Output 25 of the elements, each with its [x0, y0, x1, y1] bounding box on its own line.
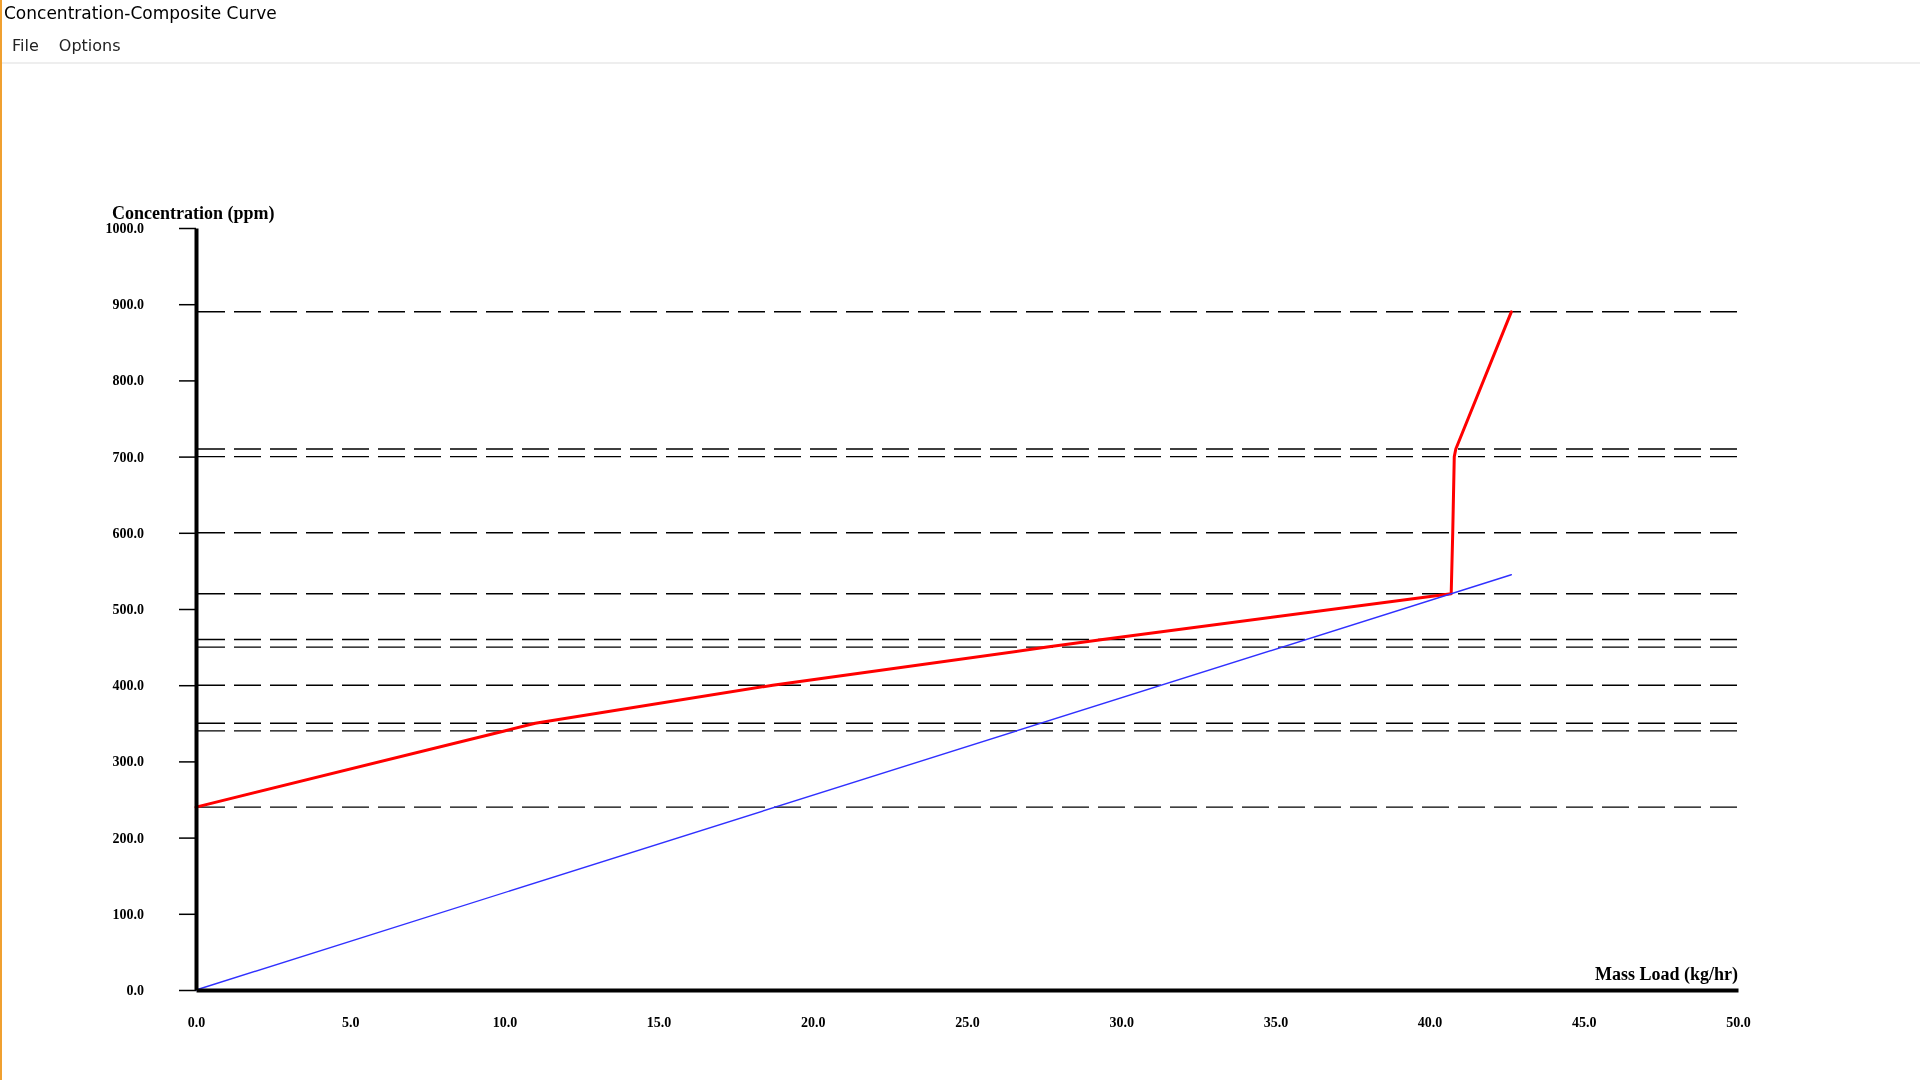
y-tick-label: 900.0 — [112, 297, 144, 313]
y-tick-label: 700.0 — [112, 449, 144, 465]
x-tick-label: 25.0 — [955, 1014, 980, 1030]
y-tick-label: 300.0 — [112, 754, 144, 770]
x-tick-label: 20.0 — [801, 1014, 826, 1030]
y-tick-label: 800.0 — [112, 373, 144, 389]
y-tick-label: 100.0 — [112, 906, 144, 922]
x-tick-label: 15.0 — [646, 1014, 672, 1030]
x-tick-label: 5.0 — [341, 1014, 360, 1030]
x-tick-label: 10.0 — [492, 1014, 518, 1030]
x-axis-title: Mass Load (kg/hr) — [1594, 964, 1739, 985]
text: File — [12, 36, 39, 55]
chart-title: Concentration-Composite Curve — [4, 3, 277, 23]
x-tick-label: 50.0 — [1726, 1014, 1751, 1030]
x-tick-label: 45.0 — [1572, 1014, 1597, 1030]
y-tick-label: 400.0 — [112, 678, 144, 694]
y-tick-label: 500.0 — [112, 601, 144, 617]
x-tick-label: 0.0 — [187, 1014, 206, 1030]
x-tick-label: 40.0 — [1417, 1014, 1443, 1030]
x-tick-label: 35.0 — [1263, 1014, 1289, 1030]
y-tick-label: 200.0 — [112, 830, 144, 846]
y-tick-label: 600.0 — [112, 525, 144, 541]
y-tick-label: 0.0 — [126, 982, 144, 998]
x-tick-label: 30.0 — [1109, 1014, 1134, 1030]
text: Options — [58, 36, 121, 55]
